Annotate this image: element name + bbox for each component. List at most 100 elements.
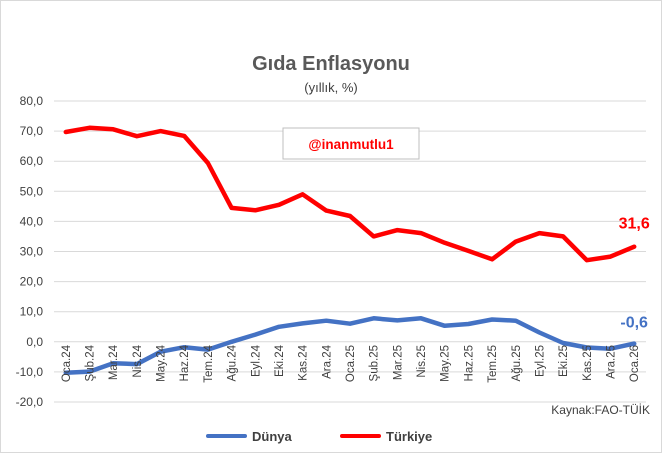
- y-tick-label: 0,0: [26, 335, 43, 349]
- data-point: [278, 326, 280, 328]
- x-tick-label: Kas.24: [298, 344, 310, 380]
- end-label-1: 31,6: [619, 216, 650, 233]
- data-point: [444, 242, 446, 244]
- x-tick-label: May.24: [156, 344, 168, 381]
- x-tick-label: Mar.25: [392, 345, 404, 380]
- x-tick-label: Ağu.25: [511, 345, 523, 381]
- end-labels: -0,6 31,6: [619, 216, 650, 332]
- end-label-0: -0,6: [620, 315, 648, 332]
- chart-title: Gıda Enflasyonu: [252, 53, 410, 75]
- x-tick-label: Ara.25: [605, 345, 617, 379]
- data-point: [586, 347, 588, 349]
- data-point: [420, 317, 422, 319]
- data-point: [302, 193, 304, 195]
- x-tick-label: Kas.25: [582, 345, 594, 381]
- x-tick-label: Mar.24: [108, 344, 120, 380]
- data-point: [467, 250, 469, 252]
- data-point: [609, 348, 611, 350]
- y-tick-label: 20,0: [20, 275, 44, 289]
- data-point: [254, 334, 256, 336]
- data-point: [349, 215, 351, 217]
- data-point: [65, 131, 67, 133]
- data-point: [633, 246, 635, 248]
- y-tick-label: -20,0: [16, 395, 44, 409]
- x-tick-label: Ağu.24: [227, 344, 239, 381]
- data-point: [254, 209, 256, 211]
- data-point: [467, 323, 469, 325]
- legend-label-turkiye: Türkiye: [386, 429, 432, 444]
- data-point: [183, 135, 185, 137]
- data-point: [586, 259, 588, 261]
- data-point: [136, 135, 138, 137]
- data-point: [396, 319, 398, 321]
- x-axis-ticks: Oca.24 Şub.24 Mar.24 Nis.24 May.24 Haz.24 Tem.…: [61, 344, 641, 382]
- x-tick-label: Şub.24: [85, 344, 97, 381]
- data-point: [633, 343, 635, 345]
- data-point: [231, 207, 233, 209]
- annotation-box: [282, 127, 420, 160]
- x-tick-label: Eyl.24: [250, 344, 262, 377]
- y-tick-label: 10,0: [20, 305, 44, 319]
- data-point: [491, 258, 493, 260]
- legend-label-dunya: Dünya: [252, 429, 293, 444]
- source-note: Kaynak:FAO-TÜİK: [551, 403, 650, 417]
- x-tick-label: Oca.25: [345, 345, 357, 382]
- data-point: [112, 128, 114, 130]
- data-point: [160, 130, 162, 132]
- data-point: [515, 241, 517, 243]
- data-point: [160, 351, 162, 353]
- data-point: [538, 331, 540, 333]
- data-point: [562, 342, 564, 344]
- data-point: [302, 322, 304, 324]
- x-tick-label: Eki.24: [274, 344, 286, 377]
- x-tick-label: Şub.25: [369, 345, 381, 381]
- x-tick-label: Tem.24: [203, 344, 215, 382]
- y-tick-label: 70,0: [20, 124, 44, 138]
- data-point: [515, 320, 517, 322]
- data-point: [207, 162, 209, 164]
- y-tick-label: 40,0: [20, 214, 44, 228]
- y-tick-label: -10,0: [16, 365, 44, 379]
- data-point: [562, 235, 564, 237]
- data-point: [89, 127, 91, 129]
- legend: Dünya Türkiye: [206, 429, 432, 444]
- x-tick-label: Nis.25: [416, 345, 428, 378]
- y-tick-label: 80,0: [20, 94, 44, 108]
- data-point: [89, 371, 91, 373]
- y-tick-label: 50,0: [20, 184, 44, 198]
- x-tick-label: Tem.25: [487, 345, 499, 383]
- series-lines: [63, 125, 637, 376]
- x-tick-label: Nis.24: [132, 344, 144, 377]
- data-point: [207, 349, 209, 351]
- data-point: [65, 372, 67, 374]
- data-point: [112, 362, 114, 364]
- x-tick-label: Eyl.25: [534, 345, 546, 377]
- x-tick-label: Oca.26: [629, 345, 641, 382]
- y-tick-label: 60,0: [20, 154, 44, 168]
- data-point: [325, 210, 327, 212]
- data-point: [136, 363, 138, 365]
- x-tick-label: Eki.25: [558, 345, 570, 377]
- data-point: [373, 317, 375, 319]
- data-point: [609, 256, 611, 258]
- annotation-text: @inanmutlu1: [308, 137, 394, 152]
- data-point: [325, 320, 327, 322]
- data-point: [183, 346, 185, 348]
- data-point: [444, 325, 446, 327]
- data-point: [420, 232, 422, 234]
- data-point: [491, 319, 493, 321]
- data-point: [373, 235, 375, 237]
- data-point: [538, 232, 540, 234]
- y-axis-ticks: 80,0 70,0 60,0 50,0 40,0 30,0 20,0 10,0 0,0 -10,0…: [16, 94, 44, 409]
- chart-subtitle: (yıllık, %): [304, 80, 357, 95]
- y-tick-label: 30,0: [20, 245, 44, 259]
- data-point: [349, 323, 351, 325]
- data-point: [231, 341, 233, 343]
- x-tick-label: Haz.25: [463, 345, 475, 381]
- x-tick-label: Ara.24: [321, 344, 333, 378]
- data-point: [278, 204, 280, 206]
- x-tick-label: Oca.24: [61, 344, 73, 382]
- x-tick-label: May.25: [440, 345, 452, 382]
